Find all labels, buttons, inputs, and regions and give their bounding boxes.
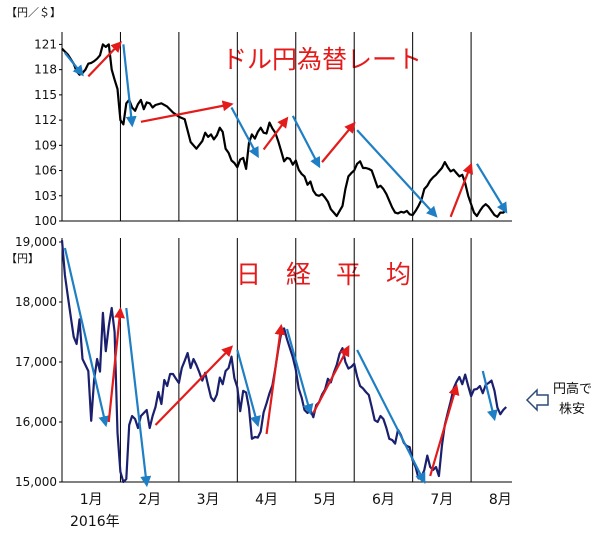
x-axis-year-label: 2016年 xyxy=(70,514,120,530)
nikkei-up-trend-arrow-8 xyxy=(312,345,350,414)
x-tick-label-month: 3月 xyxy=(197,492,220,508)
nikkei-y-tick-label: 19,000 xyxy=(15,235,57,249)
nikkei-up-trend-arrow-4 xyxy=(154,345,234,426)
usd-jpy-trend-arrows xyxy=(64,41,508,218)
usd-jpy-series-line xyxy=(61,43,507,218)
nikkei-y-ticks: 19,000 18,000 17,000 16,000 15,000 xyxy=(15,235,62,489)
usd-jpy-down-trend-arrow-9 xyxy=(356,129,438,218)
usd-jpy-y-tick-label: 109 xyxy=(34,138,57,152)
x-tick-label-month: 5月 xyxy=(314,492,337,508)
x-tick-label-month: 8月 xyxy=(489,492,512,508)
x-axis-month-labels: 1月 2月 3月 4月 5月 6月 7月 8月 xyxy=(80,492,512,508)
nikkei-down-trend-arrow-1 xyxy=(63,247,110,428)
usd-jpy-panel: 【円／＄】 ドル円為替レート 121 118 115 112 109 106 103 100 xyxy=(6,5,512,228)
usd-jpy-down-trend-arrow-11 xyxy=(475,163,508,214)
nikkei-down-trend-arrow-5 xyxy=(236,349,261,428)
nikkei-down-trend-arrow-7 xyxy=(285,328,314,416)
usd-jpy-down-trend-arrow-5 xyxy=(230,106,259,159)
annotation-line-1: 円高で xyxy=(553,381,592,397)
usd-jpy-y-tick-label: 115 xyxy=(34,88,57,102)
nikkei-down-trend-arrow-11 xyxy=(481,370,498,422)
usd-jpy-down-trend-arrow-1 xyxy=(64,52,84,77)
nikkei-y-tick-label: 16,000 xyxy=(15,415,57,429)
usd-jpy-title: ドル円為替レート xyxy=(222,45,422,74)
nikkei-y-tick-label: 18,000 xyxy=(15,295,57,309)
nikkei-down-trend-arrow-9 xyxy=(356,349,426,484)
usd-jpy-up-trend-arrow-4 xyxy=(140,100,234,123)
x-tick-label-month: 1月 xyxy=(80,492,103,508)
nikkei-up-trend-arrow-10 xyxy=(429,383,460,477)
nikkei-up-trend-arrow-6 xyxy=(265,323,286,435)
nikkei-month-gridlines xyxy=(61,238,512,483)
usd-jpy-y-tick-label: 103 xyxy=(34,189,57,203)
nikkei-down-trend-arrow-3 xyxy=(125,307,152,488)
usd-jpy-y-tick-label: 112 xyxy=(34,113,57,127)
nikkei-y-tick-label: 15,000 xyxy=(15,475,57,489)
usd-jpy-unit-label: 【円／＄】 xyxy=(6,5,61,19)
nikkei-up-trend-arrow-2 xyxy=(107,307,126,423)
usd-jpy-y-tick-label: 118 xyxy=(34,63,57,77)
usd-jpy-y-tick-label: 121 xyxy=(34,37,57,51)
nikkei-unit-label: 【円】 xyxy=(6,252,39,265)
strong-yen-annotation: 円高で 株安 xyxy=(525,381,592,417)
usd-jpy-down-trend-arrow-7 xyxy=(291,115,321,169)
x-tick-label-month: 7月 xyxy=(430,492,453,508)
usd-jpy-up-trend-arrow-2 xyxy=(87,41,122,78)
usd-jpy-up-trend-arrow-10 xyxy=(449,162,473,218)
usd-jpy-y-ticks: 121 118 115 112 109 106 103 100 xyxy=(34,37,62,228)
usd-jpy-down-trend-arrow-3 xyxy=(122,44,137,128)
usd-jpy-y-tick-label: 106 xyxy=(34,164,57,178)
nikkei-trend-arrows xyxy=(63,247,498,488)
annotation-line-2: 株安 xyxy=(559,402,585,417)
x-tick-label-month: 2月 xyxy=(138,492,161,508)
usd-jpy-y-tick-label: 100 xyxy=(34,214,57,228)
usd-jpy-up-trend-arrow-8 xyxy=(321,121,356,163)
nikkei-y-tick-label: 17,000 xyxy=(15,355,57,369)
nikkei-panel: 【円】 日 経 平 均 19,000 18,000 17,000 16,000 15,0… xyxy=(6,235,512,489)
x-tick-label-month: 4月 xyxy=(255,492,278,508)
usd-jpy-month-gridlines xyxy=(61,32,512,222)
x-tick-label-month: 6月 xyxy=(372,492,395,508)
nikkei-title: 日 経 平 均 xyxy=(236,260,411,289)
left-hollow-arrow-icon xyxy=(525,388,549,412)
usd-jpy-up-trend-arrow-6 xyxy=(262,116,289,151)
